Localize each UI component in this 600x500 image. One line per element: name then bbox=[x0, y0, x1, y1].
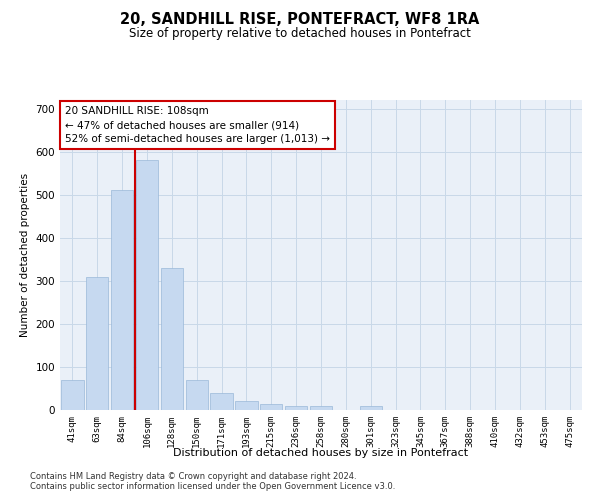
Text: Size of property relative to detached houses in Pontefract: Size of property relative to detached ho… bbox=[129, 28, 471, 40]
Bar bbox=[359, 406, 382, 410]
Text: 20, SANDHILL RISE, PONTEFRACT, WF8 1RA: 20, SANDHILL RISE, PONTEFRACT, WF8 1RA bbox=[121, 12, 479, 28]
Bar bbox=[61, 380, 83, 410]
Bar bbox=[285, 406, 307, 410]
Bar bbox=[161, 268, 183, 410]
Bar bbox=[235, 400, 257, 410]
Text: Distribution of detached houses by size in Pontefract: Distribution of detached houses by size … bbox=[173, 448, 469, 458]
Bar bbox=[111, 190, 133, 410]
Bar bbox=[86, 276, 109, 410]
Bar bbox=[211, 393, 233, 410]
Y-axis label: Number of detached properties: Number of detached properties bbox=[20, 173, 30, 337]
Bar bbox=[185, 380, 208, 410]
Bar bbox=[310, 406, 332, 410]
Text: Contains public sector information licensed under the Open Government Licence v3: Contains public sector information licen… bbox=[30, 482, 395, 491]
Bar bbox=[136, 160, 158, 410]
Text: Contains HM Land Registry data © Crown copyright and database right 2024.: Contains HM Land Registry data © Crown c… bbox=[30, 472, 356, 481]
Bar bbox=[260, 404, 283, 410]
Text: 20 SANDHILL RISE: 108sqm
← 47% of detached houses are smaller (914)
52% of semi-: 20 SANDHILL RISE: 108sqm ← 47% of detach… bbox=[65, 106, 330, 144]
